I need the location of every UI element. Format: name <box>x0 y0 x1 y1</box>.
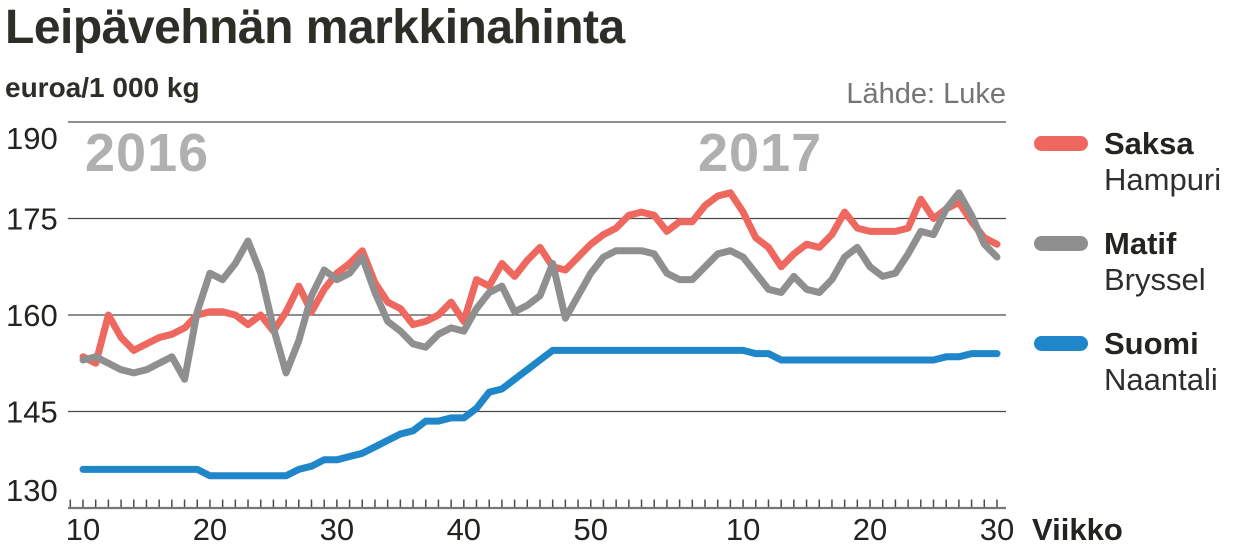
svg-text:160: 160 <box>6 298 58 333</box>
svg-text:30: 30 <box>980 512 1014 547</box>
svg-text:2016: 2016 <box>85 123 209 183</box>
svg-text:20: 20 <box>193 512 227 547</box>
svg-text:2017: 2017 <box>698 123 822 183</box>
legend-swatch-matif <box>1034 236 1088 251</box>
y-unit-label: euroa/1 000 kg <box>5 72 200 103</box>
svg-text:20: 20 <box>853 512 887 547</box>
legend-sublabel-saksa: Hampuri <box>1104 162 1222 197</box>
svg-text:175: 175 <box>6 202 58 237</box>
svg-text:50: 50 <box>574 512 608 547</box>
legend-sublabel-matif: Bryssel <box>1104 262 1206 297</box>
page-title: Leipävehnän markkinahinta <box>5 1 625 54</box>
svg-text:145: 145 <box>6 395 58 430</box>
legend-label-suomi: Suomi <box>1104 326 1199 361</box>
svg-text:190: 190 <box>6 121 58 156</box>
legend-label-matif: Matif <box>1104 226 1177 261</box>
svg-text:130: 130 <box>6 473 58 508</box>
svg-text:Viikko: Viikko <box>1032 512 1123 547</box>
legend-item-suomi: Suomi Naantali <box>1034 326 1218 398</box>
legend-item-saksa: Saksa Hampuri <box>1034 126 1221 198</box>
svg-text:10: 10 <box>66 512 100 547</box>
legend-item-matif: Matif Bryssel <box>1034 226 1206 298</box>
source-label: Lähde: Luke <box>846 78 1006 110</box>
legend-label-saksa: Saksa <box>1104 126 1194 161</box>
svg-text:30: 30 <box>320 512 354 547</box>
legend-swatch-suomi <box>1034 336 1088 351</box>
svg-text:40: 40 <box>447 512 481 547</box>
legend-sublabel-suomi: Naantali <box>1104 362 1218 397</box>
svg-text:10: 10 <box>726 512 760 547</box>
legend-swatch-saksa <box>1034 136 1088 151</box>
